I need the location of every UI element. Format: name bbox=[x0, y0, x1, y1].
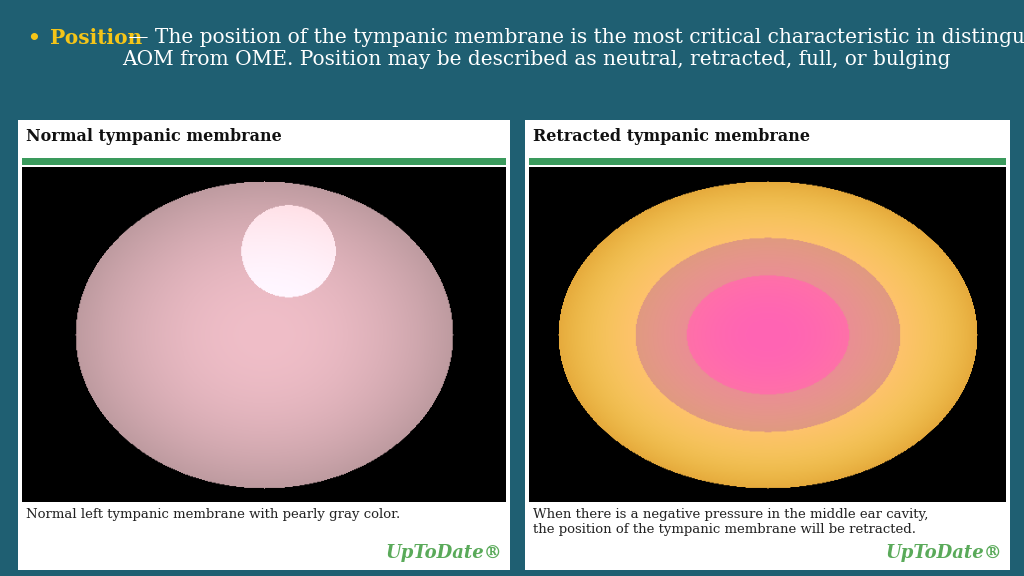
Bar bbox=[529, 158, 1006, 165]
Text: Position: Position bbox=[50, 28, 142, 48]
Text: Normal tympanic membrane: Normal tympanic membrane bbox=[26, 128, 282, 145]
Text: When there is a negative pressure in the middle ear cavity,
the position of the : When there is a negative pressure in the… bbox=[534, 508, 929, 536]
Bar bbox=[22, 167, 506, 502]
Text: Retracted tympanic membrane: Retracted tympanic membrane bbox=[534, 128, 810, 145]
Bar bbox=[529, 167, 1006, 502]
Text: UpToDate®: UpToDate® bbox=[385, 544, 502, 562]
Bar bbox=[22, 158, 506, 165]
Text: — The position of the tympanic membrane is the most critical characteristic in d: — The position of the tympanic membrane … bbox=[122, 28, 1024, 69]
Text: Normal left tympanic membrane with pearly gray color.: Normal left tympanic membrane with pearl… bbox=[26, 508, 400, 521]
Bar bbox=[525, 120, 1010, 570]
Bar bbox=[18, 120, 510, 570]
Text: UpToDate®: UpToDate® bbox=[886, 544, 1002, 562]
Text: •: • bbox=[28, 28, 48, 48]
